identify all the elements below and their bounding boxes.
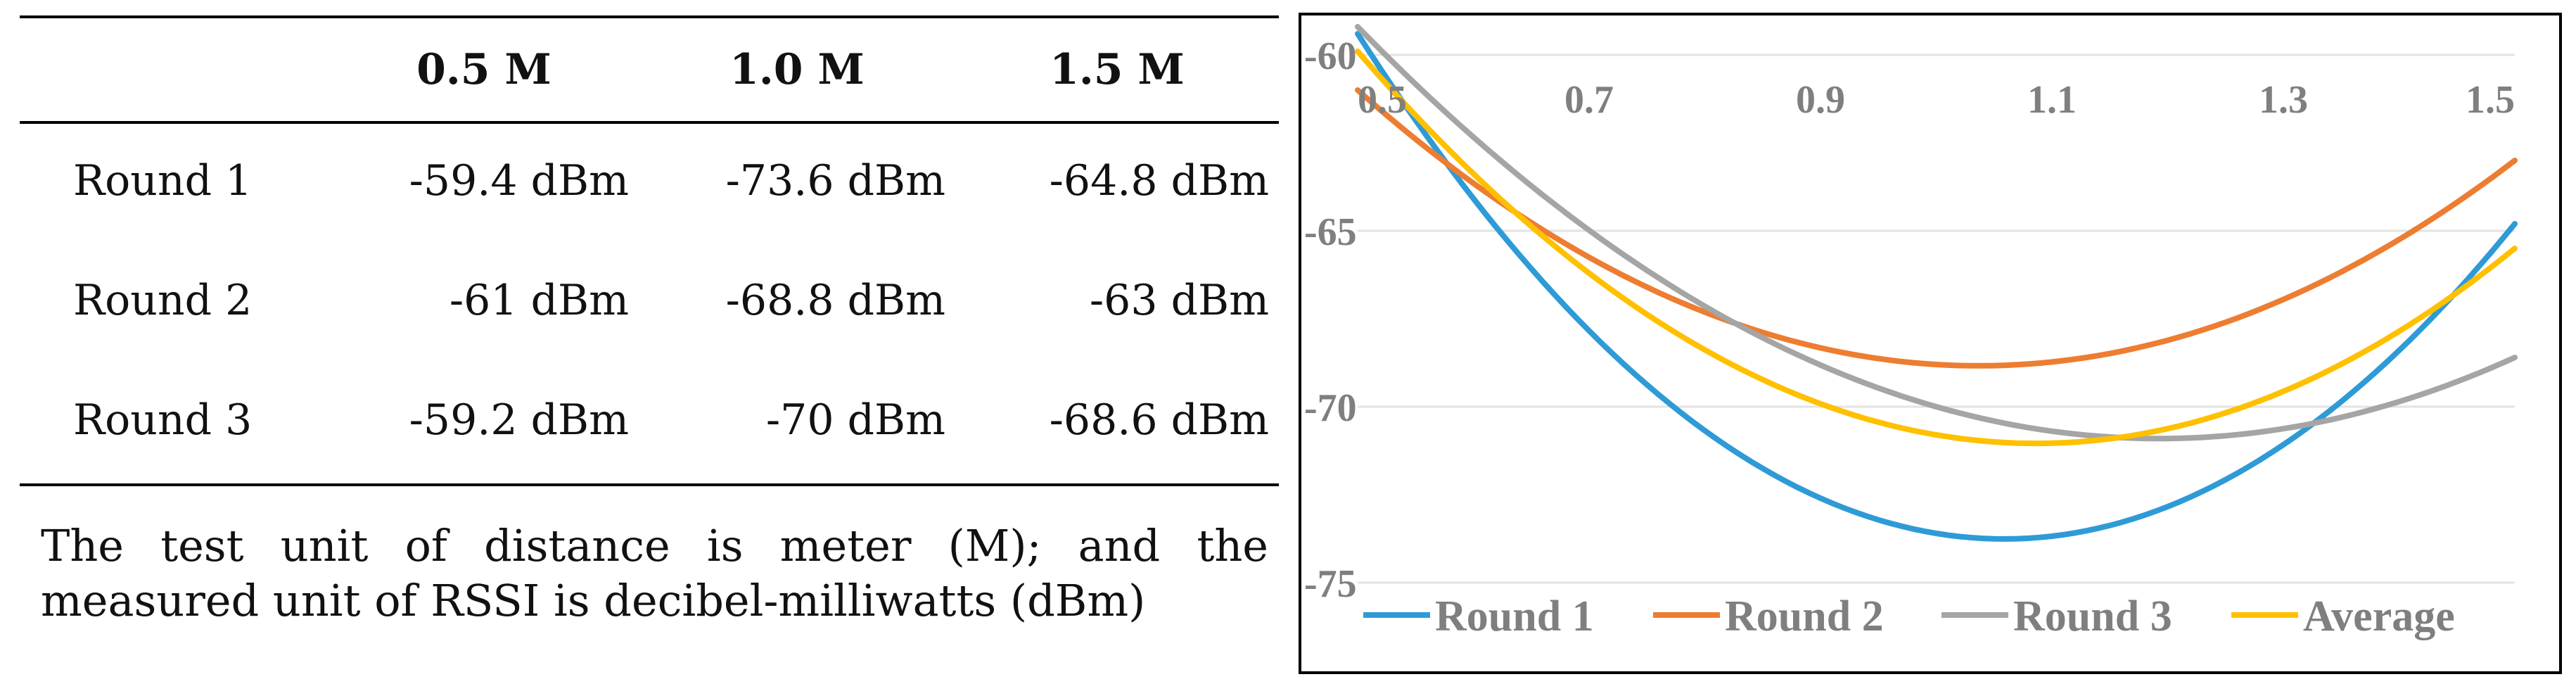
x-tick-label: 1.1: [2027, 78, 2077, 122]
table-top-rule: [20, 15, 1279, 18]
header-corner: [20, 18, 329, 121]
series-line: [1355, 49, 2518, 447]
x-tick-label: 1.3: [2259, 78, 2308, 122]
y-tick-labels: -60 -65 -70 -75: [1304, 34, 1357, 606]
x-tick-label: 0.9: [1796, 78, 1845, 122]
table-cell: -64.8 dBm: [1049, 156, 1269, 205]
rssi-table: 0.5 M 1.0 M 1.5 M Round 1 -59.4 dBm -73.…: [20, 18, 1279, 480]
legend-label: Round 1: [1435, 592, 1594, 640]
x-tick-label: 0.7: [1564, 78, 1614, 122]
series-line: [1355, 87, 2518, 369]
x-tick-label: 0.5: [1358, 78, 1407, 122]
y-tick-label: -65: [1304, 210, 1357, 254]
table-cell: -59.4 dBm: [409, 156, 629, 205]
header-distance-0-5: 0.5 M: [416, 45, 551, 94]
table-header-row: 0.5 M 1.0 M 1.5 M: [20, 18, 1279, 121]
table-bottom-rule: [20, 483, 1279, 486]
y-tick-label: -60: [1304, 34, 1357, 78]
y-tick-label: -75: [1304, 562, 1357, 606]
legend-label: Round 3: [2013, 592, 2172, 640]
row-label: Round 1: [73, 156, 253, 205]
table-cell: -68.8 dBm: [725, 276, 945, 325]
table-header-rule: [20, 121, 1279, 124]
y-tick-label: -70: [1304, 386, 1357, 430]
row-label: Round 2: [73, 276, 253, 325]
header-distance-1-5: 1.5 M: [1050, 45, 1185, 94]
x-tick-label: 1.5: [2466, 78, 2515, 122]
gridlines: [1358, 53, 2515, 584]
table-cell: -70 dBm: [765, 395, 945, 445]
table-row: Round 2 -61 dBm -68.8 dBm -63 dBm: [20, 241, 1279, 360]
table-row: Round 1 -59.4 dBm -73.6 dBm -64.8 dBm: [20, 121, 1279, 241]
x-tick-labels: 0.5 0.7 0.9 1.1 1.3 1.5: [1358, 78, 2515, 122]
row-label: Round 3: [73, 395, 253, 445]
header-distance-1-0: 1.0 M: [729, 45, 865, 94]
table-row: Round 3 -59.2 dBm -70 dBm -68.6 dBm: [20, 360, 1279, 480]
legend: Round 1 Round 2 Round 3 Average: [1363, 592, 2455, 640]
table-cell: -63 dBm: [1089, 276, 1269, 325]
table-cell: -61 dBm: [449, 276, 629, 325]
legend-label: Average: [2303, 592, 2455, 640]
table-cell: -59.2 dBm: [409, 395, 629, 445]
table-footnote: The test unit of distance is meter (M); …: [41, 520, 1268, 626]
table-cell: -73.6 dBm: [725, 156, 945, 205]
results-table-panel: 0.5 M 1.0 M 1.5 M Round 1 -59.4 dBm -73.…: [20, 15, 1279, 677]
series-line: [1355, 31, 2518, 542]
series-line: [1355, 24, 2518, 442]
legend-label: Round 2: [1725, 592, 1884, 640]
table-cell: -68.6 dBm: [1049, 395, 1269, 445]
series-lines: [1355, 24, 2518, 542]
